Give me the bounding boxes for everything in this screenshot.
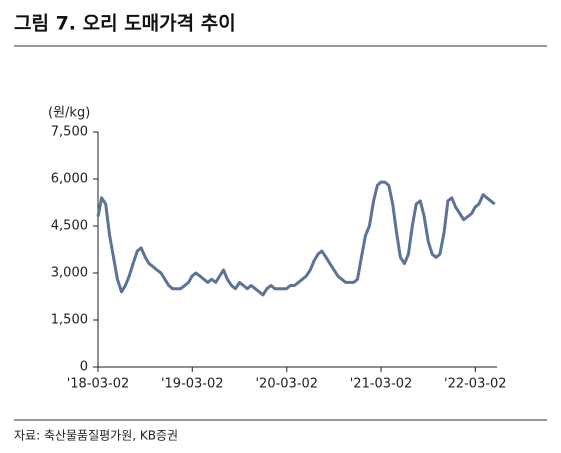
x-tick-label: '18-03-02 <box>67 377 130 392</box>
y-tick-label: 1,500 <box>51 313 88 328</box>
x-tick-label: '20-03-02 <box>255 377 318 392</box>
source: 자료: 축산물품질평가원, KB증권 <box>14 429 178 443</box>
x-tick-label: '22-03-02 <box>444 377 507 392</box>
y-tick-label: 6,000 <box>51 172 88 187</box>
chart-title: 그림 7. 오리 도매가격 추이 <box>14 13 236 35</box>
y-tick-label: 0 <box>80 360 88 375</box>
y-tick-label: 7,500 <box>51 125 88 140</box>
y-tick-label: 3,000 <box>51 266 88 281</box>
price-line <box>96 180 496 297</box>
x-tick-label: '21-03-02 <box>350 377 413 392</box>
y-axis-label: (원/kg) <box>48 106 90 121</box>
y-tick-label: 4,500 <box>51 219 88 234</box>
x-tick-label: '19-03-02 <box>161 377 224 392</box>
